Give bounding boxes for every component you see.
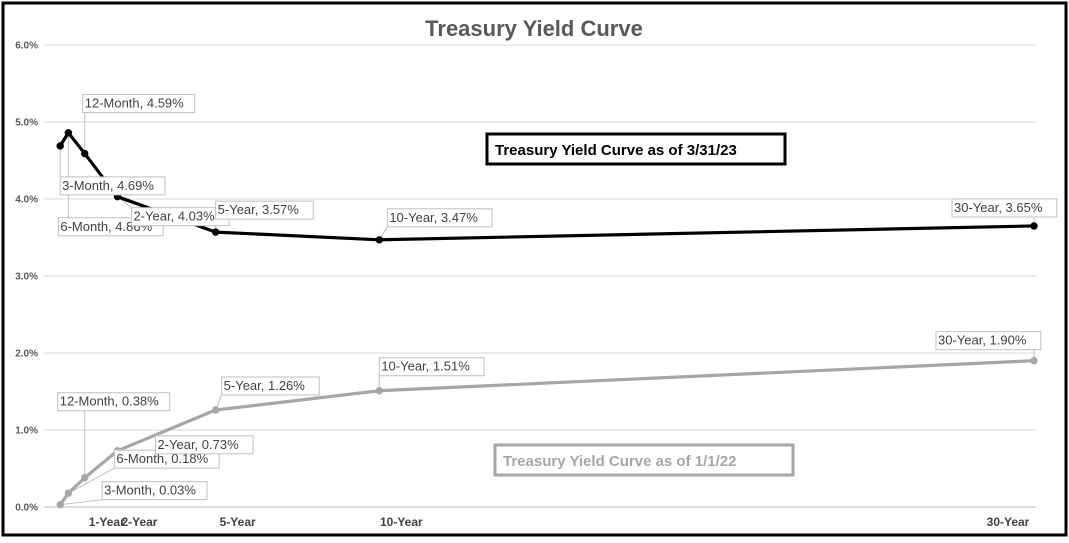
data-point xyxy=(56,142,64,150)
data-label: 10-Year, 1.51% xyxy=(381,359,470,374)
data-label: 5-Year, 1.26% xyxy=(224,378,306,393)
leader-line xyxy=(68,467,115,494)
legend-box xyxy=(485,132,787,166)
data-label-box xyxy=(59,176,166,196)
data-label-box xyxy=(951,198,1058,218)
y-tick-label: 3.0% xyxy=(15,272,38,283)
leader-line xyxy=(60,499,103,506)
data-point xyxy=(1030,222,1038,230)
data-label: 3-Month, 4.69% xyxy=(62,178,154,193)
y-axis-ticks: 0.0% 1.0% 2.0% 3.0% 4.0% 5.0% 6.0% xyxy=(15,41,38,514)
data-label-box xyxy=(935,331,1042,351)
data-point xyxy=(211,228,220,236)
data-point xyxy=(64,489,73,497)
data-label: 12-Month, 0.38% xyxy=(60,394,159,409)
y-tick-label: 4.0% xyxy=(15,195,38,206)
data-label: 2-Year, 0.73% xyxy=(157,437,239,452)
x-tick-label: 1-Year xyxy=(89,515,125,529)
legend-box xyxy=(493,443,795,477)
y-tick-label: 0.0% xyxy=(15,503,38,514)
x-tick-label: 2-Year xyxy=(121,515,157,529)
data-label-box xyxy=(154,435,254,455)
x-tick-label: 30-Year xyxy=(987,515,1030,529)
data-point xyxy=(375,236,384,244)
data-label: 6-Month, 4.86% xyxy=(60,219,152,234)
x-tick-label: 5-Year xyxy=(220,515,256,529)
data-label: 10-Year, 3.47% xyxy=(389,210,478,225)
data-label: 2-Year, 4.03% xyxy=(133,209,215,224)
y-tick-label: 1.0% xyxy=(15,426,38,437)
y-tick-label: 6.0% xyxy=(15,41,38,52)
data-label: 30-Year, 1.90% xyxy=(938,333,1027,348)
data-labels: 3-Month, 4.69% 6-Month, 4.86% 12-Month, 4.… xyxy=(57,94,1058,501)
legend-label: Treasury Yield Curve as of 3/31/23 xyxy=(495,142,737,159)
data-label: 5-Year, 3.57% xyxy=(218,202,300,217)
chart-title: Treasury Yield Curve xyxy=(425,16,643,41)
data-point xyxy=(375,387,384,395)
legend-label: Treasury Yield Curve as of 1/1/22 xyxy=(503,453,736,470)
data-point xyxy=(81,149,89,158)
data-label: 12-Month, 4.59% xyxy=(85,96,184,111)
data-point xyxy=(64,129,73,137)
data-label-box xyxy=(57,392,171,412)
legend: Treasury Yield Curve as of 3/31/23 Treasu… xyxy=(485,132,795,477)
x-tick-label: 10-Year xyxy=(380,515,423,529)
data-point xyxy=(81,474,89,482)
data-label: 6-Month, 0.18% xyxy=(116,451,208,466)
data-point xyxy=(56,500,64,509)
data-point xyxy=(211,406,220,414)
data-label-box xyxy=(215,200,314,220)
data-label-box xyxy=(221,376,320,396)
y-tick-label: 5.0% xyxy=(15,118,38,129)
y-tick-label: 2.0% xyxy=(15,349,38,360)
data-point xyxy=(1030,357,1038,365)
data-label: 30-Year, 3.65% xyxy=(954,200,1043,215)
data-label-box xyxy=(378,357,485,377)
gridlines xyxy=(44,44,1036,508)
data-label-box xyxy=(101,481,208,501)
data-label: 3-Month, 0.03% xyxy=(104,483,196,498)
data-label-box xyxy=(82,94,196,114)
data-label-box xyxy=(386,208,493,228)
